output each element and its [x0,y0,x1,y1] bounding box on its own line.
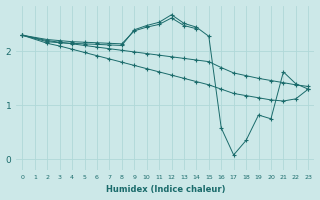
X-axis label: Humidex (Indice chaleur): Humidex (Indice chaleur) [106,185,225,194]
